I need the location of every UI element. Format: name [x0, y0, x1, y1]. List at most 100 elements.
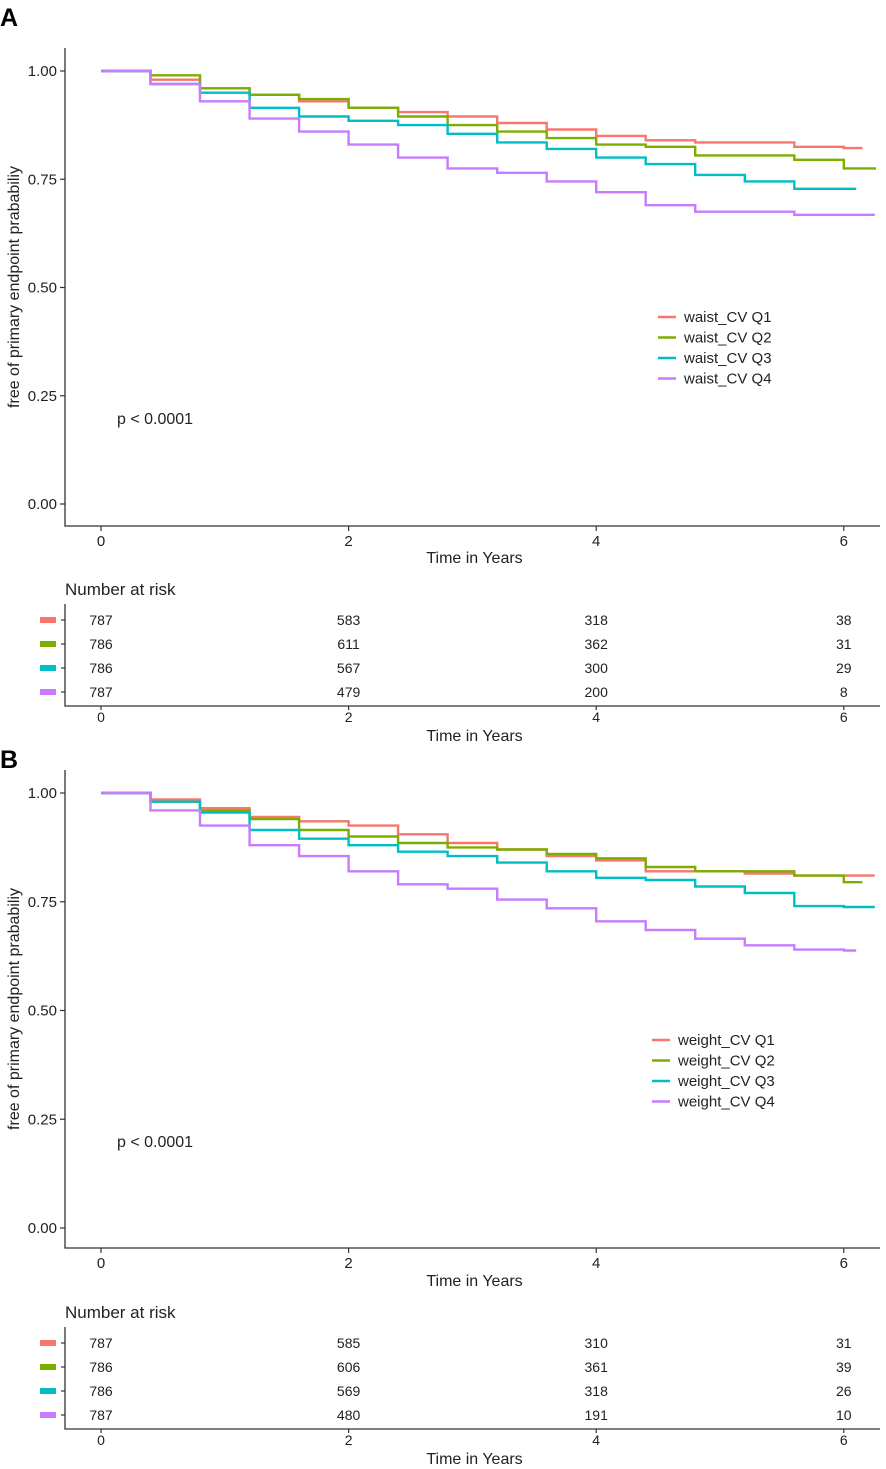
risk-table-title: Number at risk [65, 1303, 176, 1322]
p-value-annotation: p < 0.0001 [117, 1134, 193, 1151]
risk-count: 611 [337, 636, 360, 652]
risk-x-axis-title: Time in Years [426, 728, 522, 745]
axis-lines [64, 770, 880, 1249]
risk-count: 786 [89, 1359, 113, 1375]
x-tick-label: 2 [344, 1255, 352, 1272]
survival-curve-q1 [101, 69, 863, 150]
survival-curve-q3 [101, 69, 857, 190]
axis-lines [64, 48, 880, 527]
risk-count: 361 [585, 1359, 609, 1375]
risk-table-axes [64, 1327, 880, 1430]
risk-x-axis-title: Time in Years [426, 1451, 522, 1468]
risk-count: 10 [836, 1407, 852, 1423]
legend-label: weight_CV Q2 [677, 1053, 775, 1070]
risk-x-tick-label: 4 [592, 709, 600, 725]
x-tick-label: 4 [592, 533, 600, 550]
risk-x-tick-label: 6 [840, 709, 848, 725]
risk-count: 786 [89, 1383, 113, 1399]
risk-count: 480 [337, 1407, 361, 1423]
x-tick-label: 2 [344, 533, 352, 550]
legend-label: waist_CV Q2 [683, 330, 772, 347]
risk-x-tick-label: 0 [97, 1432, 105, 1448]
legend-label: weight_CV Q4 [677, 1094, 775, 1111]
legend-label: weight_CV Q3 [677, 1073, 775, 1090]
panel-label: A [0, 4, 18, 32]
risk-row-key [40, 1364, 56, 1370]
risk-count: 567 [337, 660, 361, 676]
risk-count: 310 [585, 1335, 609, 1351]
legend-label: waist_CV Q1 [683, 309, 772, 326]
risk-count: 31 [836, 636, 852, 652]
survival-curve-q4 [101, 791, 857, 952]
p-value-annotation: p < 0.0001 [117, 411, 193, 428]
y-tick-label: 0.25 [28, 388, 57, 405]
risk-count: 787 [89, 1335, 113, 1351]
survival-curve-q2 [101, 791, 863, 884]
risk-count: 479 [337, 684, 361, 700]
y-axis-title: free of primary endpoint prababiliy [6, 166, 23, 408]
risk-count: 787 [89, 684, 113, 700]
x-axis-title: Time in Years [426, 550, 522, 567]
risk-count: 26 [836, 1383, 852, 1399]
x-tick-label: 4 [592, 1255, 600, 1272]
risk-count: 38 [836, 612, 852, 628]
x-tick-label: 0 [97, 533, 105, 550]
panel-b: B 0.00 0.25 0.50 0.75 1.00 0 2 4 6 Time in Years fr… [0, 746, 880, 1468]
y-tick-label: 0.00 [28, 1220, 57, 1237]
survival-curve-q1 [101, 791, 875, 877]
risk-count: 583 [337, 612, 361, 628]
risk-count: 786 [89, 636, 113, 652]
y-tick-label: 1.00 [28, 785, 57, 802]
x-tick-label: 6 [840, 533, 848, 550]
risk-count: 787 [89, 612, 113, 628]
risk-count: 787 [89, 1407, 113, 1423]
y-tick-label: 0.50 [28, 1003, 57, 1020]
survival-curve-q4 [101, 69, 875, 216]
risk-x-tick-label: 4 [592, 1432, 600, 1448]
risk-count: 786 [89, 660, 113, 676]
panel-a: A 0.00 0.25 0.50 0.75 1.00 0 2 4 6 Time in Years fr… [0, 4, 880, 745]
risk-count: 300 [585, 660, 609, 676]
x-axis-title: Time in Years [426, 1273, 522, 1290]
risk-count: 569 [337, 1383, 361, 1399]
risk-table-title: Number at risk [65, 580, 176, 599]
risk-count: 191 [585, 1407, 609, 1423]
risk-x-tick-label: 6 [840, 1432, 848, 1448]
risk-count: 585 [337, 1335, 361, 1351]
risk-row-key [40, 1388, 56, 1394]
risk-count: 362 [585, 636, 609, 652]
risk-row-key [40, 665, 56, 671]
x-tick-label: 6 [840, 1255, 848, 1272]
risk-table-axes [64, 604, 880, 707]
survival-curve-q3 [101, 791, 875, 909]
risk-row-key [40, 641, 56, 647]
risk-row-key [40, 617, 56, 623]
y-tick-label: 0.50 [28, 280, 57, 297]
legend-label: waist_CV Q4 [683, 371, 772, 388]
risk-x-tick-label: 2 [345, 1432, 353, 1448]
risk-count: 29 [836, 660, 852, 676]
y-tick-label: 0.75 [28, 171, 57, 188]
risk-count: 318 [585, 1383, 609, 1399]
risk-row-key [40, 1412, 56, 1418]
legend-label: waist_CV Q3 [683, 350, 772, 367]
y-tick-label: 0.75 [28, 894, 57, 911]
panel-label: B [0, 746, 18, 774]
risk-count: 606 [337, 1359, 361, 1375]
risk-count: 8 [840, 684, 848, 700]
survival-curve-q2 [101, 69, 876, 170]
y-tick-label: 0.00 [28, 496, 57, 513]
risk-count: 318 [585, 612, 609, 628]
legend-label: weight_CV Q1 [677, 1032, 775, 1049]
risk-row-key [40, 689, 56, 695]
y-tick-label: 0.25 [28, 1111, 57, 1128]
risk-count: 31 [836, 1335, 852, 1351]
y-tick-label: 1.00 [28, 63, 57, 80]
risk-x-tick-label: 2 [345, 709, 353, 725]
risk-count: 200 [585, 684, 609, 700]
risk-row-key [40, 1340, 56, 1346]
risk-count: 39 [836, 1359, 852, 1375]
x-tick-label: 0 [97, 1255, 105, 1272]
y-axis-title: free of primary endpoint prababiliy [6, 888, 23, 1130]
